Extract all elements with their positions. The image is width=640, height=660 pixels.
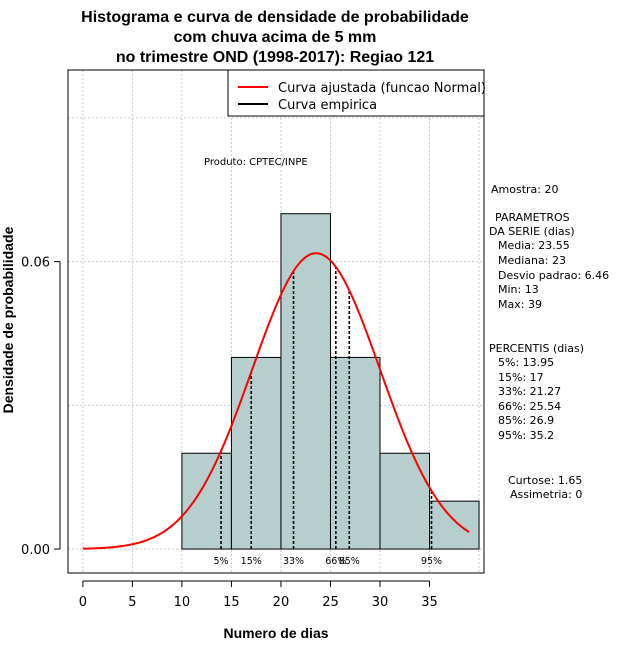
x-tick-label-2: 10 [174,595,191,610]
bars-layer [181,213,480,550]
stat-p85: 85%: 26.9 [498,414,554,427]
percentile-label-0: 5% [213,556,228,567]
histogram-bar-3 [329,356,381,550]
histogram-bar-5 [429,500,480,550]
stat-assimetria: Assimetria: 0 [510,488,582,501]
histogram-bar-4 [379,452,431,550]
y-tick-label-1: 0.06 [21,256,50,271]
chart-title-line-2: com chuva acima de 5 mm [174,29,377,46]
x-axis-title: Numero de dias [223,625,328,641]
stat-media: Media: 23.55 [498,239,570,252]
percentile-label-5: 95% [421,556,442,567]
legend: Curva ajustada (funcao Normal) Curva emp… [227,69,486,117]
stat-max: Max: 39 [498,298,542,311]
stat-mediana: Mediana: 23 [498,254,566,267]
x-tick-label-3: 15 [223,595,240,610]
legend-label-normal: Curva ajustada (funcao Normal) [278,81,486,96]
stat-curtose: Curtose: 1.65 [508,474,582,487]
stat-p95: 95%: 35.2 [498,429,554,442]
percentile-label-4: 85% [339,556,360,567]
legend-label-empirical: Curva empirica [278,98,377,113]
y-axis: 0.00 0.06 [21,256,61,558]
y-tick-label-0: 0.00 [21,543,50,558]
stat-p15: 15%: 17 [498,371,544,384]
stat-p66: 66%: 25.54 [498,400,561,413]
normal-fit-curve [82,252,470,550]
percentile-label-3: 66% [325,556,346,567]
legend-box [227,69,485,117]
stat-param-header-1: PARAMETROS [495,211,570,224]
credit-annotation: Produto: CPTEC/INPE [204,157,308,168]
stat-amostra: Amostra: 20 [491,183,558,196]
histogram-bar-1 [230,356,282,550]
histogram-bar-2 [280,213,331,550]
percentile-label-1: 15% [241,556,262,567]
x-tick-label-5: 25 [322,595,339,610]
x-axis: 0 5 10 15 20 25 30 35 [79,580,438,610]
histogram-bar-0 [181,452,232,550]
stat-p5: 5%: 13.95 [498,356,554,369]
x-tick-label-1: 5 [128,595,136,610]
percentile-label-2: 33% [283,556,304,567]
stat-p33: 33%: 21.27 [498,385,561,398]
chart-title-line-1: Histograma e curva de densidade de proba… [81,9,469,26]
percentile-layer: 5% 15% 33% 66%85% 95% [213,266,442,567]
x-tick-label-6: 30 [372,595,389,610]
x-tick-label-4: 20 [273,595,290,610]
stats-panel: Amostra: 20 PARAMETROS DA SERIE (dias) M… [489,183,609,501]
stat-percentis-header: PERCENTIS (dias) [489,342,584,355]
stat-min: Min: 13 [498,283,539,296]
stat-param-header-2: DA SERIE (dias) [489,225,575,238]
chart-title-line-3: no trimestre OND (1998-2017): Regiao 121 [116,49,434,66]
stat-desvio: Desvio padrao: 6.46 [498,269,609,282]
y-axis-title: Densidade de probabilidade [0,226,16,413]
x-tick-label-0: 0 [79,595,87,610]
x-tick-label-7: 35 [421,595,438,610]
